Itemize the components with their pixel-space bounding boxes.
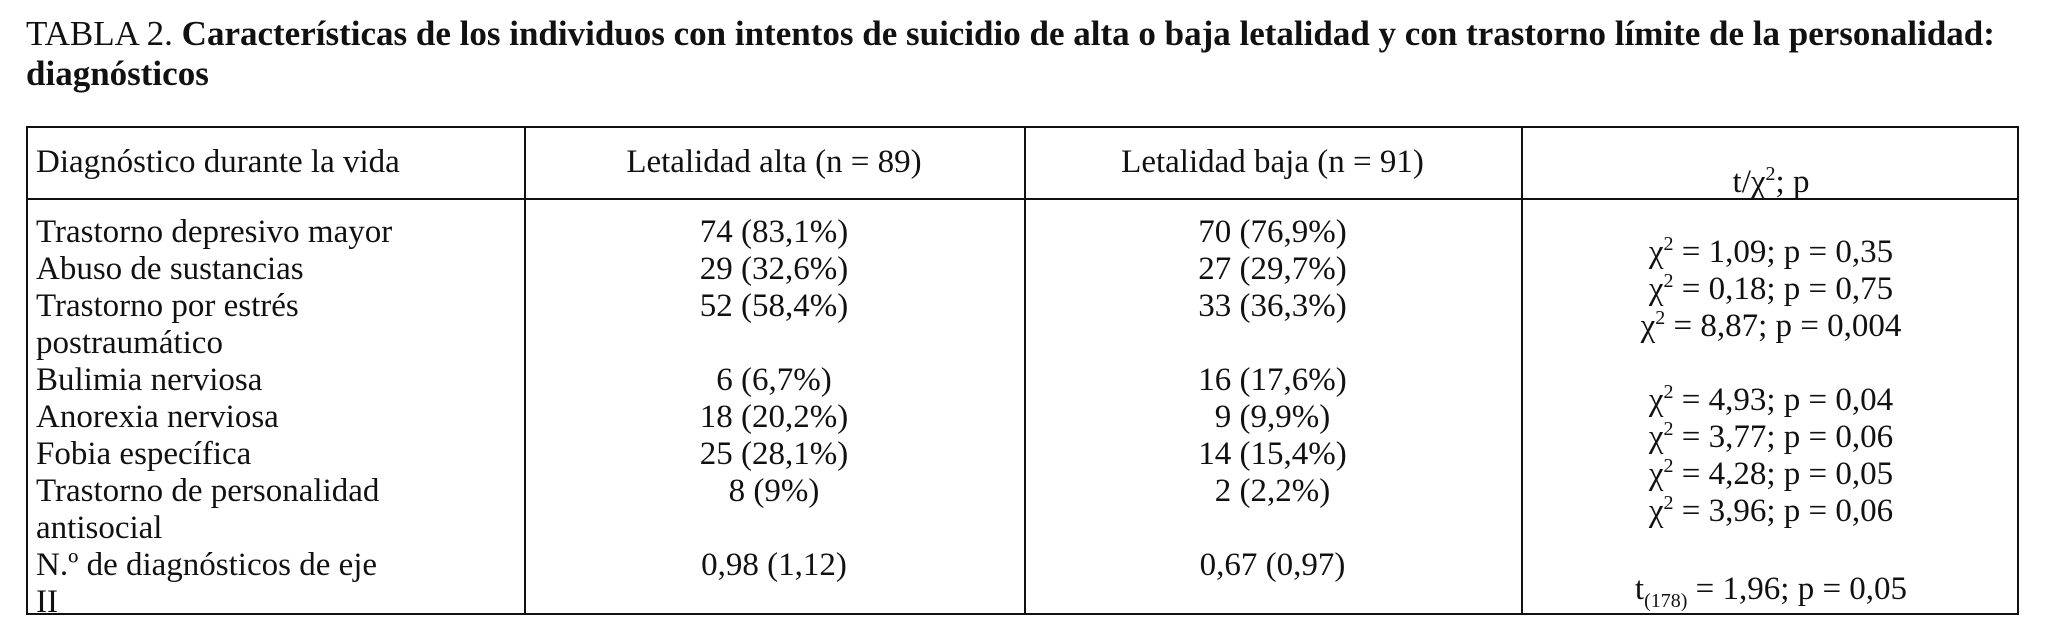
stat-text: = 4,28; p = 0,05 [1673,456,1894,492]
cell-low: 16 (17,6%) [1198,362,1347,398]
stat-symbol: χ [1640,308,1656,344]
superscript: 2 [1663,233,1674,255]
header-row [28,128,2017,200]
cell-high: 74 (83,1%) [699,214,849,250]
cell-stat: χ2 = 4,28; p = 0,05 [1521,448,2021,493]
column-rule [1024,128,1026,613]
column-header: Letalidad baja (n = 91) [1121,144,1424,180]
diagnosis: Abuso de sustancias [36,251,304,287]
superscript: 2 [1663,381,1674,403]
cell-low: 70 (76,9%) [1198,214,1347,250]
stat-text: = 4,93; p = 0,04 [1673,382,1894,418]
cell-high: 52 (58,4%) [699,288,849,324]
stat-text: = 8,87; p = 0,004 [1665,308,1902,344]
cell-high: 8 (9%) [728,473,820,509]
diagnosis: Trastorno por estrés postraumático [36,288,299,361]
cell-low: 9 (9,9%) [1214,399,1331,435]
diagnosis: Trastorno depresivo mayor [36,214,393,250]
stat-symbol: t [1634,571,1645,607]
stat-symbol: χ [1648,234,1664,270]
stat-symbol: χ [1648,382,1664,418]
cell-high: 6 (6,7%) [716,362,832,398]
cell-high: 29 (32,6%) [699,251,849,287]
cell-stat: χ2 = 1,09; p = 0,35 [1521,226,2021,271]
column-header: Diagnóstico durante la vida [36,144,400,180]
cell-stat: χ2 = 3,96; p = 0,06 [1521,485,2021,530]
column-rule [524,128,526,613]
stat-symbol: t/χ [1732,164,1766,200]
superscript: 2 [1663,455,1674,477]
stat-symbol: χ [1648,271,1664,307]
diagnosis: Bulimia nerviosa [36,362,263,398]
cell-high: 18 (20,2%) [699,399,849,435]
cell-stat: χ2 = 8,87; p = 0,004 [1521,300,2021,345]
superscript: 2 [1655,307,1666,329]
cell-stat: χ2 = 3,77; p = 0,06 [1521,411,2021,456]
superscript: 2 [1663,270,1674,292]
cell-high: 25 (28,1%) [699,436,849,472]
cell-low: 2 (2,2%) [1214,473,1331,509]
stat-text: = 3,77; p = 0,06 [1673,419,1894,455]
stat-text: = 3,96; p = 0,06 [1673,493,1894,529]
stat-text: ; p [1775,164,1810,200]
superscript: 2 [1663,418,1674,440]
stat-symbol: χ [1648,456,1664,492]
cell-stat: χ2 = 0,18; p = 0,75 [1521,263,2021,308]
cell-low: 27 (29,7%) [1198,251,1347,287]
stat-text: = 1,96; p = 0,05 [1687,571,1908,607]
stat-text: = 0,18; p = 0,75 [1673,271,1894,307]
subscript: (178) [1644,590,1688,612]
superscript: 2 [1765,163,1776,185]
stat-symbol: χ [1648,419,1664,455]
cell-low: 14 (15,4%) [1198,436,1347,472]
table: Diagnóstico durante la vida Letalidad alt… [26,126,2021,620]
cell-low: 0,67 (0,97) [1199,547,1346,583]
table-title: TABLA 2. Características de los individu… [26,14,2026,94]
diagnosis: Anorexia nerviosa [36,399,279,435]
stat-symbol: χ [1648,493,1664,529]
superscript: 2 [1663,492,1674,514]
stat-text: = 1,09; p = 0,35 [1673,234,1894,270]
cell-high: 0,98 (1,12) [701,547,847,583]
cell-stat: χ2 = 4,93; p = 0,04 [1521,374,2021,419]
diagnosis: N.º de diagnósticos de eje II [36,547,378,620]
cell-stat: t(178) = 1,96; p = 0,05 [1521,571,2021,620]
cell-low: 33 (36,3%) [1198,288,1347,324]
column-header: t/χ2; p [1521,156,2021,201]
column-header: Letalidad alta (n = 89) [626,144,922,180]
diagnosis: Fobia específica [36,436,252,472]
table-caption: Características de los individuos con in… [26,14,1995,93]
column-rule [1521,128,1523,613]
table-label: TABLA 2. [26,14,173,53]
diagnosis: Trastorno de personalidad antisocial [36,473,380,546]
